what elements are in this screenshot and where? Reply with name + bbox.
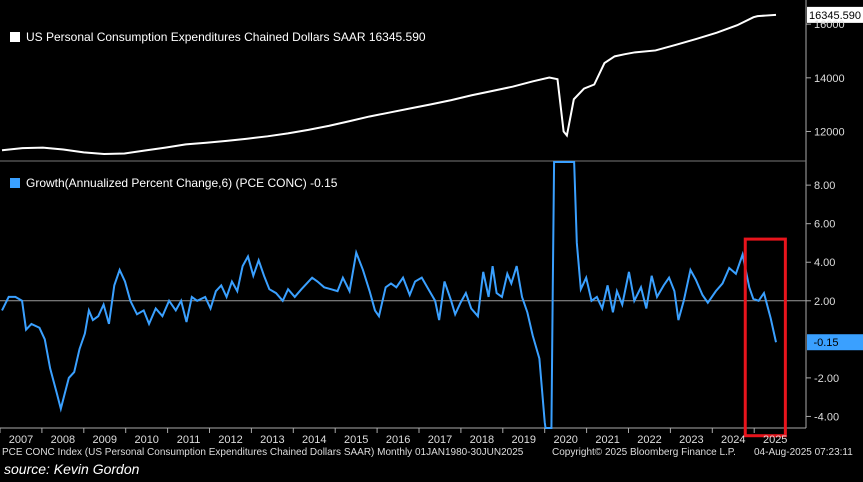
x-tick-label: 2017 [428,434,452,446]
x-axis-ticks: 2007 2008 2009 2010 2011 2012 2013 2014 2015 2016… [0,428,787,446]
x-tick-label: 2018 [470,434,494,446]
x-tick-label: 2022 [637,434,661,446]
bottom-y-tick-label: -4.00 [814,411,839,423]
top-y-tick-label: 12000 [814,126,845,138]
bottom-panel-legend: Growth(Annualized Percent Change,6) (PCE… [10,176,337,190]
x-tick-label: 2009 [93,434,117,446]
bottom-y-tick-label: -2.00 [814,373,839,385]
top-last-value-box [807,6,863,23]
x-tick-label: 2010 [134,434,158,446]
x-tick-label: 2023 [679,434,703,446]
top-panel-series: 16345.590 [1,6,863,156]
x-tick-label: 2024 [721,434,745,446]
bottom-y-tick-label: 4.00 [814,257,835,269]
bottom-y-tick-label: 8.00 [814,180,835,192]
top-y-tick-label: 16000 [814,19,845,31]
top-last-value-label: 16345.590 [809,10,861,22]
top-panel-y-ticks: 12000 14000 16000 [806,19,845,138]
x-tick-label: 2007 [9,434,33,446]
highlight-box [743,237,787,438]
x-tick-label: 2025 [763,434,787,446]
bottom-last-value-box [807,334,863,351]
x-tick-label: 2015 [344,434,368,446]
legend-label-pce: US Personal Consumption Expenditures Cha… [26,30,426,44]
x-tick-label: 2016 [386,434,410,446]
x-tick-label: 2012 [218,434,242,446]
x-tick-label: 2019 [512,434,536,446]
top-panel-legend: US Personal Consumption Expenditures Cha… [10,30,426,44]
footer-copyright: Copyright© 2025 Bloomberg Finance L.P. [552,447,736,458]
x-tick-label: 2021 [595,434,619,446]
legend-label-growth: Growth(Annualized Percent Change,6) (PCE… [26,176,338,190]
growth-line [1,161,777,429]
source-credit: source: Kevin Gordon [4,461,140,477]
x-tick-label: 2013 [260,434,284,446]
x-tick-label: 2011 [177,434,201,446]
bottom-panel-y-ticks: 8.00 6.00 4.00 2.00 -2.00 -4.00 [806,180,839,423]
bottom-panel-series: -0.15 [1,161,863,438]
bottom-last-value-label: -0.15 [813,337,838,349]
footer-index-description: PCE CONC Index (US Personal Consumption … [2,447,524,458]
bottom-y-tick-label: 2.00 [814,296,835,308]
top-last-value-tag: 16345.590 [807,6,863,23]
x-tick-label: 2020 [553,434,577,446]
bottom-last-value-tag: -0.15 [807,334,863,351]
x-tick-label: 2008 [51,434,75,446]
legend-swatch-pce [10,32,20,42]
legend-swatch-growth [10,178,20,188]
top-y-tick-label: 14000 [814,73,845,85]
pce-level-line [1,13,777,156]
chart-footer: PCE CONC Index (US Personal Consumption … [0,447,863,461]
footer-timestamp: 04-Aug-2025 07:23:11 [754,447,853,458]
bottom-y-tick-label: 6.00 [814,219,835,231]
x-tick-label: 2014 [302,434,326,446]
